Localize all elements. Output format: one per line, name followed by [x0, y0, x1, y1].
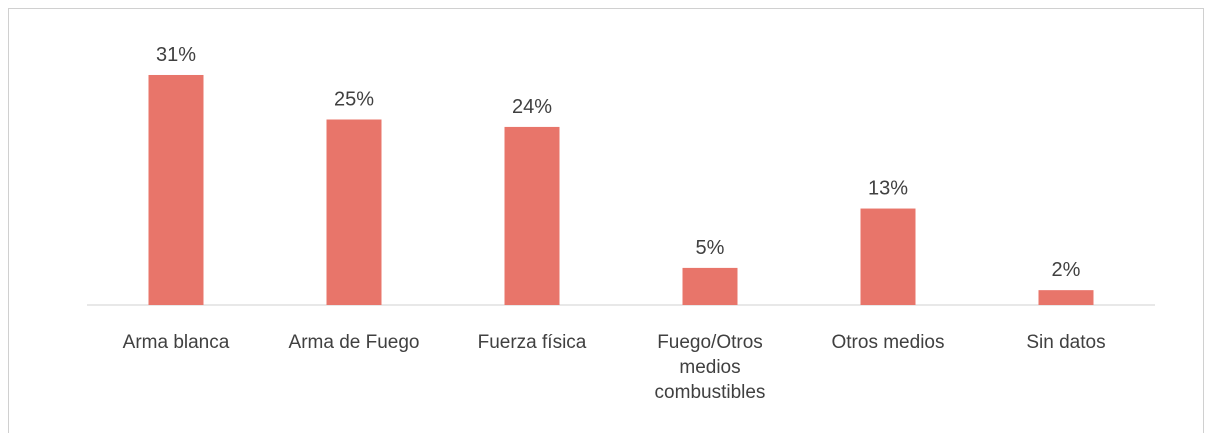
data-label: 5%: [696, 237, 725, 259]
x-tick-label: Sin datos: [1026, 332, 1106, 353]
data-label: 24%: [512, 96, 552, 118]
data-label: 13%: [868, 178, 908, 200]
bar: [148, 74, 204, 305]
bar: [860, 208, 916, 305]
x-tick-label: Fuego/Otros medios combustibles: [654, 332, 766, 403]
x-tick-label: Arma blanca: [122, 332, 230, 353]
bar: [504, 126, 560, 305]
bar: [682, 267, 738, 305]
bar: [1038, 290, 1094, 305]
x-tick-label: Arma de Fuego: [288, 332, 420, 353]
data-label: 31%: [156, 44, 196, 66]
x-tick-label: Otros medios: [831, 332, 945, 353]
data-label: 2%: [1052, 259, 1081, 281]
chart-frame: [8, 8, 1204, 433]
x-tick-label: Fuerza física: [477, 332, 587, 353]
bar: [326, 119, 382, 305]
data-label: 25%: [334, 89, 374, 111]
